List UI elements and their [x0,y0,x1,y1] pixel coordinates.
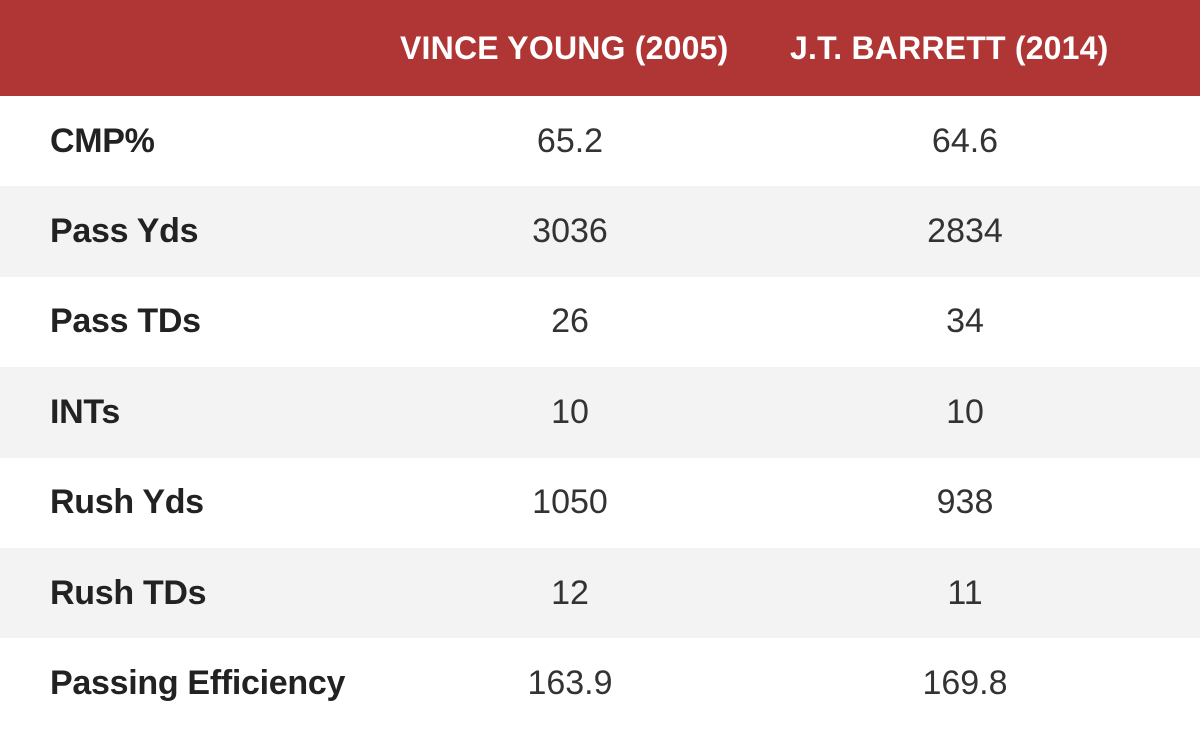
player2-value: 169.8 [922,664,1008,703]
player2-value: 64.6 [931,121,999,160]
stat-label: CMP% [50,121,155,160]
player2-value: 11 [947,573,983,612]
player1-value: 10 [551,392,589,431]
player2-value: 2834 [927,212,1003,251]
stat-label: Pass Yds [50,212,199,251]
table-row: Rush TDs 12 11 [0,547,1200,639]
header-player1: VINCE YOUNG (2005) [400,29,729,66]
player1-value: 12 [551,573,589,612]
player2-value: 938 [936,483,994,522]
player2-value: 10 [946,392,984,431]
table-row: INTs 10 10 [0,367,1200,458]
table-header-row: VINCE YOUNG (2005) J.T. BARRETT (2014) [0,0,1200,96]
table-row: Passing Efficiency 163.9 169.8 [0,638,1200,729]
stat-label: Rush Yds [50,483,204,522]
player2-value: 34 [946,302,984,341]
stat-label: Pass TDs [50,302,201,341]
table-row: CMP% 65.2 64.6 [0,96,1200,187]
table-row: Rush Yds 1050 938 [0,457,1200,548]
player1-value: 3036 [532,212,608,251]
table-row: Pass Yds 3036 2834 [0,186,1200,277]
player1-value: 26 [551,302,589,341]
table-body: CMP% 65.2 64.6 Pass Yds 3036 2834 Pass T… [0,96,1200,729]
stat-label: Passing Efficiency [50,664,346,703]
table-row: Pass TDs 26 34 [0,276,1200,368]
stat-label: Rush TDs [50,573,207,612]
player1-value: 65.2 [536,121,604,160]
header-label-column [0,0,370,96]
player1-value: 1050 [532,483,608,522]
stat-label: INTs [50,392,120,431]
header-player2: J.T. BARRETT (2014) [790,29,1109,66]
player1-value: 163.9 [527,664,613,703]
